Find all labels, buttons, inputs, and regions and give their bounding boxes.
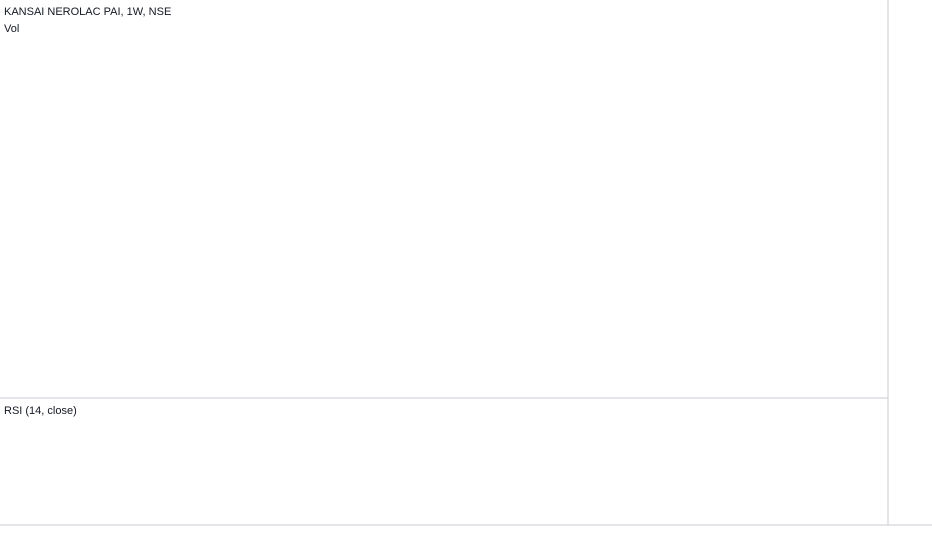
chart-title: KANSAI NEROLAC PAI, 1W, NSE (4, 6, 171, 18)
rsi-label: RSI (14, close) (4, 405, 77, 417)
volume-label: Vol (4, 23, 19, 35)
